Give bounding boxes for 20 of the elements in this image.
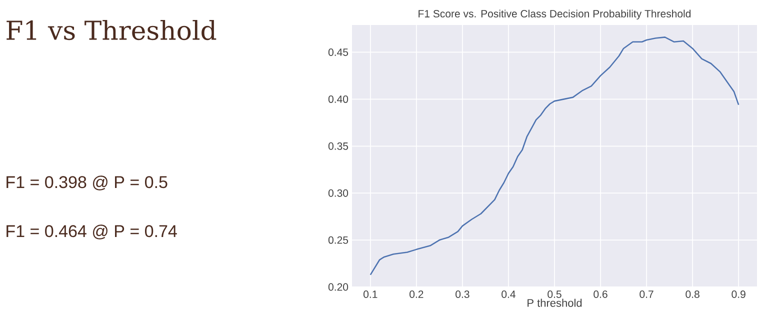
x-tick-label: 0.4 (502, 290, 516, 298)
y-tick-label: 0.20 (328, 283, 348, 291)
y-tick-label: 0.25 (328, 236, 348, 244)
x-tick-label: 0.5 (548, 290, 562, 298)
x-tick-label: 0.8 (686, 290, 700, 298)
x-tick-label: 0.1 (364, 290, 378, 298)
chart-title: F1 Score vs. Positive Class Decision Probability Threshold (418, 10, 691, 20)
y-tick-label: 0.40 (328, 95, 348, 103)
text: F1 = 0.464 @ P = 0.74 (6, 224, 177, 240)
x-tick-label: 0.3 (456, 290, 470, 298)
x-tick-label: 0.7 (640, 290, 654, 298)
x-axis-title: P threshold (528, 298, 582, 307)
x-tick-label: 0.6 (594, 290, 608, 298)
x-tick-label: 0.9 (732, 290, 746, 298)
text: F1 vs Threshold (6, 20, 216, 40)
x-tick-label: 0.2 (410, 290, 424, 298)
y-tick-label: 0.45 (328, 48, 348, 56)
text: F1 = 0.398 @ P = 0.5 (6, 176, 168, 190)
y-tick-label: 0.35 (328, 142, 348, 150)
y-tick-label: 0.30 (328, 189, 348, 197)
